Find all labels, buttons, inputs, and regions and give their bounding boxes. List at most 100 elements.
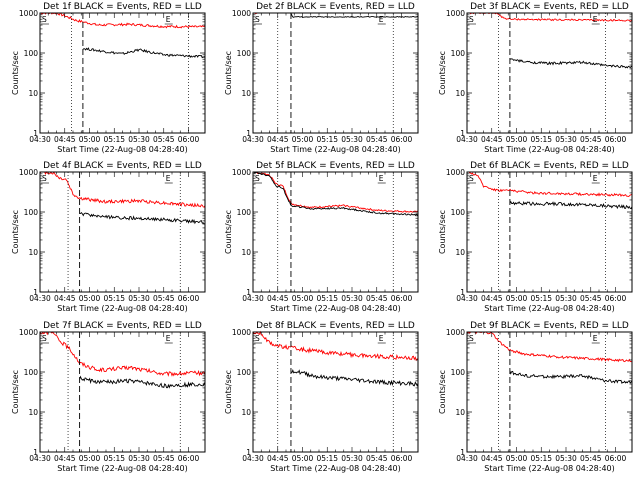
x-tick-label: 04:30 xyxy=(456,135,478,144)
series-line xyxy=(79,211,206,225)
y-tick-label: 100 xyxy=(24,208,39,217)
x-tick-label: 05:00 xyxy=(506,454,528,463)
x-tick-label: 06:00 xyxy=(605,454,627,463)
y-axis-label: Counts/sec xyxy=(11,51,20,95)
y-tick-label: 10 xyxy=(241,408,251,417)
corner-marker-label: E xyxy=(379,334,384,343)
x-axis-label: Start Time (22-Aug-08 04:28:40) xyxy=(57,145,188,154)
y-tick-label: 1000 xyxy=(232,9,251,18)
x-tick-label: 05:00 xyxy=(506,135,528,144)
x-tick-label: 05:15 xyxy=(530,454,552,463)
x-tick-label: 05:30 xyxy=(341,454,363,463)
corner-marker-label: S xyxy=(469,174,474,183)
x-tick-label: 05:15 xyxy=(530,135,552,144)
series-line xyxy=(467,171,633,198)
series-line xyxy=(252,330,419,362)
chart-panel: S E 1 10 100 1000 04:30 04:45 05:00 05:15 05:30 05:… xyxy=(438,2,633,154)
series-line xyxy=(39,171,206,208)
y-axis-label: Counts/sec xyxy=(438,210,447,254)
y-tick-label: 100 xyxy=(24,49,39,58)
y-tick-label: 1 xyxy=(33,129,38,138)
x-tick-label: 04:45 xyxy=(481,294,503,303)
x-tick-label: 04:30 xyxy=(29,454,51,463)
x-tick-label: 06:00 xyxy=(605,135,627,144)
corner-marker-label: S xyxy=(255,15,260,24)
x-axis-label: Start Time (22-Aug-08 04:28:40) xyxy=(270,145,401,154)
x-tick-label: 04:45 xyxy=(54,454,76,463)
x-tick-label: 05:30 xyxy=(128,454,150,463)
y-tick-label: 1000 xyxy=(446,328,465,337)
corner-marker-label: S xyxy=(42,174,47,183)
x-tick-label: 05:30 xyxy=(128,135,150,144)
panel-title: Det 3f BLACK = Events, RED = LLD xyxy=(470,2,629,12)
x-tick-label: 04:30 xyxy=(456,294,478,303)
chart-panel: S E 1 10 100 1000 04:30 04:45 05:00 05:15 05:30 05:… xyxy=(224,321,419,473)
x-tick-label: 05:30 xyxy=(341,135,363,144)
y-tick-label: 10 xyxy=(455,248,465,257)
corner-marker-label: E xyxy=(379,174,384,183)
y-tick-label: 100 xyxy=(237,368,252,377)
y-axis-label: Counts/sec xyxy=(438,370,447,414)
corner-marker-label: S xyxy=(469,334,474,343)
chart-panel: S E 1 10 100 1000 04:30 04:45 05:00 05:15 05:30 05:… xyxy=(11,161,206,313)
corner-marker-label: E xyxy=(593,334,598,343)
chart-panel: S E 1 10 100 1000 04:30 04:45 05:00 05:15 05:30 05:… xyxy=(438,161,633,313)
y-tick-label: 1000 xyxy=(232,168,251,177)
x-tick-label: 05:45 xyxy=(580,454,602,463)
x-axis-label: Start Time (22-Aug-08 04:28:40) xyxy=(484,464,615,473)
panel-title: Det 4f BLACK = Events, RED = LLD xyxy=(43,161,202,171)
panel-title: Det 8f BLACK = Events, RED = LLD xyxy=(256,321,415,331)
y-tick-label: 1 xyxy=(33,288,38,297)
x-tick-label: 04:30 xyxy=(29,294,51,303)
x-tick-label: 06:00 xyxy=(178,135,200,144)
series-line xyxy=(253,171,419,213)
x-tick-label: 05:00 xyxy=(79,135,101,144)
x-tick-label: 05:00 xyxy=(79,294,101,303)
x-tick-label: 04:30 xyxy=(29,135,51,144)
corner-marker-label: E xyxy=(379,15,384,24)
x-tick-label: 05:00 xyxy=(292,135,314,144)
x-tick-label: 05:15 xyxy=(103,454,125,463)
y-tick-label: 1000 xyxy=(19,9,38,18)
y-axis-label: Counts/sec xyxy=(224,210,233,254)
x-axis-label: Start Time (22-Aug-08 04:28:40) xyxy=(484,304,615,313)
x-tick-label: 05:15 xyxy=(316,135,338,144)
y-tick-label: 10 xyxy=(241,89,251,98)
y-tick-label: 1 xyxy=(33,448,38,457)
x-tick-label: 04:45 xyxy=(267,454,289,463)
x-tick-label: 06:00 xyxy=(178,454,200,463)
y-tick-label: 1 xyxy=(246,129,251,138)
corner-marker-label: S xyxy=(42,15,47,24)
x-tick-label: 06:00 xyxy=(391,454,413,463)
x-tick-label: 05:00 xyxy=(79,454,101,463)
series-line xyxy=(509,200,633,210)
x-tick-label: 05:30 xyxy=(555,454,577,463)
y-tick-label: 10 xyxy=(241,248,251,257)
y-tick-label: 10 xyxy=(455,408,465,417)
x-tick-label: 05:30 xyxy=(341,294,363,303)
x-tick-label: 04:45 xyxy=(267,294,289,303)
x-tick-label: 05:30 xyxy=(555,294,577,303)
series-line xyxy=(40,12,206,29)
x-tick-label: 04:30 xyxy=(242,135,264,144)
x-tick-label: 04:30 xyxy=(242,294,264,303)
panel-title: Det 5f BLACK = Events, RED = LLD xyxy=(256,161,415,171)
series-line xyxy=(509,58,633,69)
x-tick-label: 06:00 xyxy=(605,294,627,303)
corner-marker-label: S xyxy=(42,334,47,343)
x-tick-label: 05:15 xyxy=(530,294,552,303)
panel-title: Det 1f BLACK = Events, RED = LLD xyxy=(43,2,202,12)
series-line xyxy=(466,331,633,363)
y-tick-label: 1 xyxy=(460,448,465,457)
x-tick-label: 05:45 xyxy=(153,135,175,144)
y-tick-label: 10 xyxy=(28,89,38,98)
y-tick-label: 1 xyxy=(460,129,465,138)
x-tick-label: 05:00 xyxy=(292,294,314,303)
x-tick-label: 04:45 xyxy=(54,294,76,303)
x-axis-label: Start Time (22-Aug-08 04:28:40) xyxy=(57,464,188,473)
x-tick-label: 05:00 xyxy=(292,454,314,463)
y-tick-label: 1 xyxy=(246,448,251,457)
y-tick-label: 100 xyxy=(451,368,466,377)
y-tick-label: 100 xyxy=(237,208,252,217)
